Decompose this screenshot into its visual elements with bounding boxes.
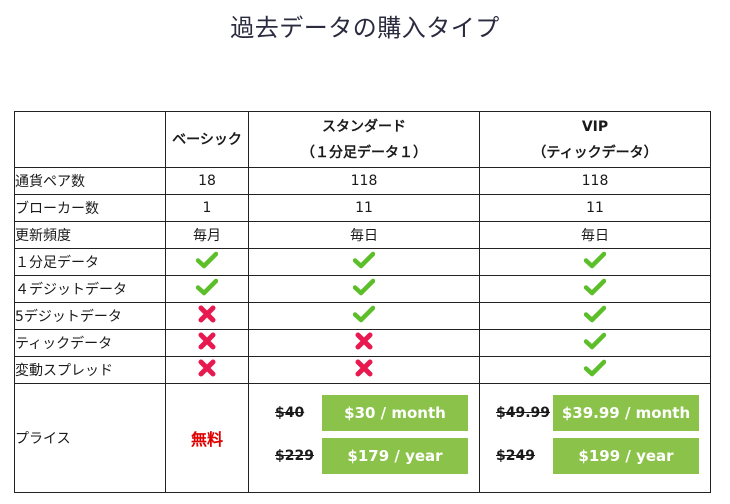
cross-icon [198,332,216,354]
feature-rows: 通貨ペア数 18 118 118 ブローカー数 1 11 11 更新頻度 毎月 毎日 毎日 １分足データ… [14,167,711,384]
feature-standard-cell [248,356,480,384]
feature-standard-cell: 118 [248,167,480,195]
feature-basic-cell: 18 [165,167,249,195]
price-standard-cell: $40 $30 / month $229 $179 / year [248,383,480,493]
header-vip-title: VIP [581,118,609,135]
feature-label: ４デジットデータ [14,275,166,303]
header-corner [14,111,166,168]
check-icon [195,251,219,273]
feature-row: ティックデータ [14,329,711,357]
feature-row: ブローカー数 1 11 11 [14,194,711,222]
feature-row: 5デジットデータ [14,302,711,330]
check-icon [352,278,376,300]
feature-label: １分足データ [14,248,166,276]
header-basic-label: ベーシック [172,131,242,148]
feature-row: 更新頻度 毎月 毎日 毎日 [14,221,711,249]
feature-vip-cell [479,248,711,276]
feature-row: 変動スプレッド [14,356,711,384]
standard-monthly-buy-button[interactable]: $30 / month [322,395,468,431]
check-icon [583,278,607,300]
check-icon [583,332,607,354]
feature-basic-cell: 毎月 [165,221,249,249]
comparison-table: ベーシック スタンダード （１分足データ１） VIP （ティックデータ） 通貨ペ… [14,111,711,493]
feature-vip-cell: 118 [479,167,711,195]
standard-yearly-old-price: $229 [275,448,314,464]
vip-monthly-old-price: $49.99 [496,405,551,421]
header-standard-title: スタンダード [322,118,406,135]
cross-icon [355,332,373,354]
feature-row: 通貨ペア数 18 118 118 [14,167,711,195]
check-icon [583,251,607,273]
check-icon [352,251,376,273]
header-basic: ベーシック [165,111,249,168]
feature-label: ブローカー数 [14,194,166,222]
feature-label: 更新頻度 [14,221,166,249]
feature-label: 5デジットデータ [14,302,166,330]
cross-icon [198,305,216,327]
feature-standard-cell: 11 [248,194,480,222]
header-standard: スタンダード （１分足データ１） [248,111,480,168]
standard-monthly-old-price: $40 [275,405,305,421]
feature-vip-cell [479,275,711,303]
check-icon [583,305,607,327]
price-label: プライス [14,383,166,493]
feature-standard-cell [248,329,480,357]
price-row: プライス 無料 $40 $30 / month $229 $179 / year… [14,383,711,493]
price-basic-free: 無料 [190,430,223,449]
feature-label: 通貨ペア数 [14,167,166,195]
feature-basic-cell [165,248,249,276]
header-vip: VIP （ティックデータ） [479,111,711,168]
feature-basic-cell [165,329,249,357]
feature-vip-cell [479,356,711,384]
check-icon [195,278,219,300]
price-vip-cell: $49.99 $39.99 / month $249 $199 / year [479,383,711,493]
cross-icon [355,359,373,381]
feature-standard-cell [248,302,480,330]
feature-vip-cell: 毎日 [479,221,711,249]
check-icon [352,305,376,327]
feature-row: ４デジットデータ [14,275,711,303]
feature-vip-cell: 11 [479,194,711,222]
vip-yearly-buy-button[interactable]: $199 / year [553,438,699,474]
header-row: ベーシック スタンダード （１分足データ１） VIP （ティックデータ） [14,111,711,168]
header-vip-subtitle: （ティックデータ） [532,144,658,161]
feature-basic-cell [165,275,249,303]
page-title: 過去データの購入タイプ [230,14,500,42]
feature-basic-cell [165,302,249,330]
feature-basic-cell: 1 [165,194,249,222]
feature-vip-cell [479,329,711,357]
header-standard-subtitle: （１分足データ１） [301,144,427,161]
feature-standard-cell: 毎日 [248,221,480,249]
standard-yearly-buy-button[interactable]: $179 / year [322,438,468,474]
check-icon [583,359,607,381]
feature-standard-cell [248,248,480,276]
feature-standard-cell [248,275,480,303]
feature-vip-cell [479,302,711,330]
price-basic-cell: 無料 [165,383,249,493]
feature-label: ティックデータ [14,329,166,357]
feature-row: １分足データ [14,248,711,276]
cross-icon [198,359,216,381]
vip-yearly-old-price: $249 [496,448,535,464]
feature-basic-cell [165,356,249,384]
vip-monthly-buy-button[interactable]: $39.99 / month [553,395,699,431]
feature-label: 変動スプレッド [14,356,166,384]
